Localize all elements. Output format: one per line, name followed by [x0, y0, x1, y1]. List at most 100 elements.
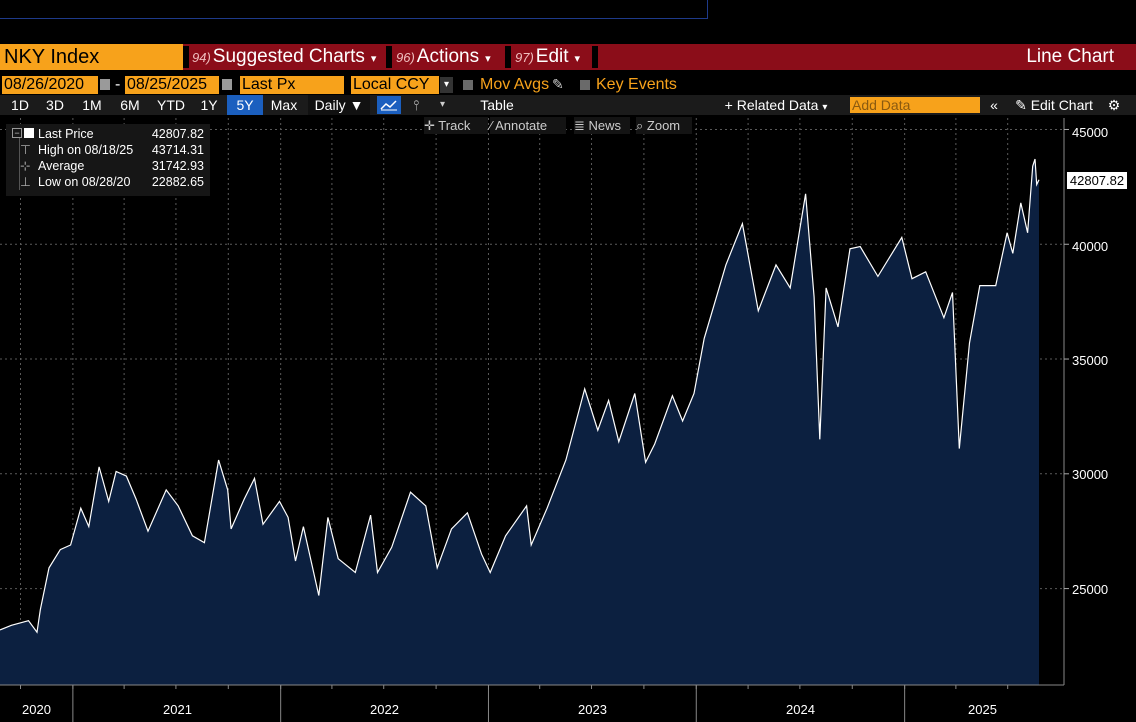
legend-average-label: Average	[38, 159, 85, 173]
calendar-icon[interactable]	[222, 79, 232, 90]
low-marker-icon: ⊥	[20, 175, 31, 189]
legend-low-label: Low on 08/28/20	[38, 175, 131, 189]
last-price-badge: 42807.82	[1067, 172, 1127, 189]
chart-type-title: Line Chart	[1026, 46, 1114, 67]
date-separator: -	[115, 76, 121, 93]
pencil-icon[interactable]: ✎	[552, 76, 564, 92]
x-axis	[0, 684, 1064, 722]
key-events-checkbox[interactable]	[580, 80, 590, 90]
zoom-label: Zoom	[646, 118, 681, 133]
chart-legend: − Last Price 42807.82 ⊤ High on 08/18/25 43…	[6, 124, 210, 196]
menu-number: 97)	[515, 50, 534, 65]
crosshair-icon: ✛	[424, 118, 435, 133]
y-tick-label: 30000	[1072, 467, 1109, 482]
news-icon: ≣	[574, 118, 585, 133]
range-ytd-button[interactable]: YTD	[157, 97, 185, 113]
edit-menu[interactable]: 97) Edit ▾	[515, 44, 580, 70]
range-max-button[interactable]: Max	[270, 97, 298, 113]
legend-last-label: Last Price	[38, 127, 94, 141]
mov-avgs-checkbox[interactable]	[463, 80, 473, 90]
pencil-icon: ✎	[1015, 97, 1027, 113]
price-field[interactable]: Last Px	[240, 76, 344, 94]
legend-last-value: 42807.82	[151, 127, 204, 141]
menu-separator	[386, 46, 392, 68]
frequency-dropdown[interactable]: Daily ▼	[308, 95, 370, 115]
menu-separator	[592, 46, 598, 68]
legend-low-value: 22882.65	[151, 175, 204, 189]
menu-separator	[505, 46, 511, 68]
x-tick-label: 2025	[968, 702, 997, 717]
magnifier-icon: ⌕	[636, 118, 644, 133]
legend-high-value: 43714.31	[151, 143, 204, 157]
zoom-tool[interactable]: ⌕ Zoom	[636, 117, 692, 134]
news-label: News	[588, 118, 622, 133]
menu-label: Edit	[535, 46, 569, 67]
frequency-label: Daily	[314, 97, 346, 113]
annotate-icon: ∕	[490, 118, 493, 133]
range-5y-button[interactable]: 5Y	[227, 95, 263, 115]
x-tick-label: 2020	[22, 702, 51, 717]
caret-down-icon: ▾	[370, 53, 377, 65]
ticker-field[interactable]: NKY Index	[0, 44, 183, 70]
x-tick-label: 2021	[163, 702, 192, 717]
x-tick-label: 2022	[370, 702, 399, 717]
annotate-tool[interactable]: ∕ Annotate	[490, 117, 566, 134]
chart-style-dropdown-icon[interactable]: ▾	[440, 99, 446, 110]
currency-dropdown-icon[interactable]: ▾	[440, 77, 453, 93]
gear-icon[interactable]: ⚙	[1107, 97, 1121, 113]
header-bar: NKY Index 94) Suggested Charts ▾ 96) Action…	[0, 44, 1136, 70]
key-events-label: Key Events	[596, 76, 677, 93]
average-marker-icon: ⊹	[20, 159, 31, 173]
caret-down-icon: ▾	[574, 53, 581, 65]
actions-menu[interactable]: 96) Actions ▾	[396, 44, 491, 70]
menu-number: 94)	[192, 50, 211, 65]
calendar-icon[interactable]	[100, 79, 110, 90]
mov-avgs-label: Mov Avgs	[480, 76, 550, 93]
start-date-field[interactable]: 08/26/2020	[2, 76, 98, 94]
high-marker-icon: ⊤	[20, 143, 31, 157]
table-button[interactable]: Table	[480, 97, 514, 113]
collapse-icon[interactable]: «	[990, 97, 998, 113]
legend-average-value: 31742.93	[151, 159, 204, 173]
menu-number: 96)	[396, 50, 415, 65]
caret-down-icon: ▾	[485, 53, 491, 65]
triangle-down-icon: ▼	[349, 97, 364, 113]
edit-chart-button[interactable]: ✎ Edit Chart	[1008, 95, 1100, 115]
track-label: Track	[438, 118, 471, 133]
range-1y-button[interactable]: 1Y	[200, 97, 218, 113]
related-data-label: Related Data	[736, 97, 819, 113]
range-1d-button[interactable]: 1D	[11, 97, 29, 113]
y-tick-label: 40000	[1072, 239, 1109, 254]
price-area-fill	[0, 159, 1039, 685]
collapse-legend-icon[interactable]: −	[12, 128, 22, 138]
price-series-line	[0, 158, 1040, 634]
edit-chart-label: Edit Chart	[1030, 97, 1093, 113]
command-line[interactable]	[0, 0, 708, 19]
range-3d-button[interactable]: 3D	[46, 97, 64, 113]
y-tick-label: 45000	[1072, 125, 1109, 140]
plus-icon: +	[724, 97, 733, 113]
menu-separator	[183, 46, 189, 68]
end-date-field[interactable]: 08/25/2025	[125, 76, 219, 94]
y-tick-label: 25000	[1072, 582, 1109, 597]
annotate-label: Annotate	[495, 118, 548, 133]
legend-high-label: High on 08/18/25	[38, 143, 134, 157]
caret-down-icon: ▾	[822, 102, 828, 113]
currency-field[interactable]: Local CCY	[351, 76, 439, 94]
track-tool[interactable]: ✛ Track	[424, 117, 488, 134]
suggested-charts-menu[interactable]: 94) Suggested Charts ▾	[192, 44, 376, 70]
menu-label: Suggested Charts	[212, 46, 365, 67]
candlestick-icon[interactable]: ⫯	[412, 97, 420, 113]
menu-label: Actions	[416, 46, 480, 67]
related-data-button[interactable]: + Related Data ▾	[716, 95, 836, 115]
range-1m-button[interactable]: 1M	[82, 97, 102, 113]
news-tool[interactable]: ≣ News	[574, 117, 630, 134]
series-color-swatch	[24, 128, 34, 138]
add-data-input[interactable]: Add Data	[850, 97, 980, 113]
x-tick-label: 2023	[578, 702, 607, 717]
line-chart-icon[interactable]	[377, 96, 401, 114]
range-6m-button[interactable]: 6M	[120, 97, 140, 113]
y-tick-label: 35000	[1072, 353, 1109, 368]
x-tick-label: 2024	[786, 702, 815, 717]
